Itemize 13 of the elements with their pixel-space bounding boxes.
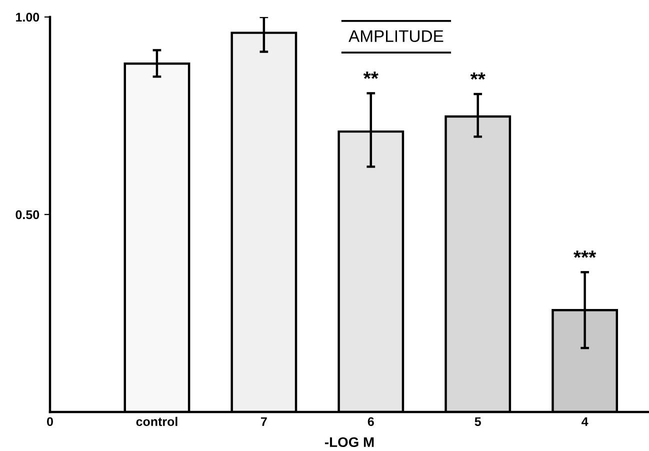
x-tick-label: 4 bbox=[582, 417, 588, 426]
x-axis-title: -LOG M bbox=[324, 437, 374, 448]
y-tick-label: 1.00 bbox=[16, 12, 40, 22]
x-tick-label: control bbox=[136, 416, 178, 426]
annotation: ** bbox=[470, 72, 486, 80]
x-tick-label: 0 bbox=[47, 417, 53, 426]
annotation: *** bbox=[574, 250, 596, 258]
y-tick-label: 0.50 bbox=[16, 210, 40, 220]
text: AMPLITUDE bbox=[348, 30, 444, 42]
annotation: ** bbox=[363, 72, 378, 79]
x-tick-label: 6 bbox=[368, 417, 374, 426]
x-tick-label: 7 bbox=[260, 417, 267, 426]
x-tick-label: 5 bbox=[474, 417, 481, 426]
